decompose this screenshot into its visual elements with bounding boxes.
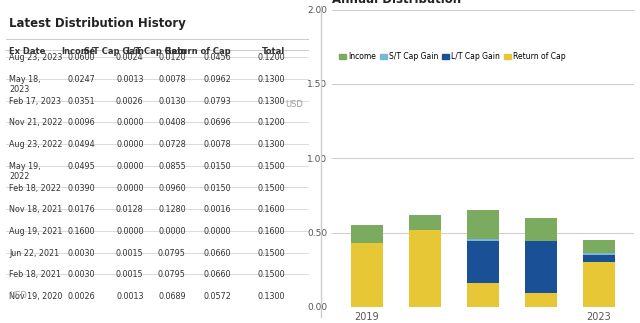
- Text: 0.0130: 0.0130: [158, 97, 186, 106]
- Text: 0.0016: 0.0016: [204, 205, 231, 214]
- Text: 0.0024: 0.0024: [116, 53, 143, 62]
- Text: 0.1280: 0.1280: [158, 205, 186, 214]
- Text: Nov 18, 2021: Nov 18, 2021: [10, 205, 63, 214]
- Text: 0.0078: 0.0078: [158, 75, 186, 84]
- Bar: [467, 238, 499, 242]
- Text: 0.0128: 0.0128: [116, 205, 143, 214]
- Text: L/T Cap Gain: L/T Cap Gain: [127, 47, 186, 56]
- Text: 0.0351: 0.0351: [68, 97, 95, 106]
- Text: Aug 23, 2023: Aug 23, 2023: [10, 53, 63, 62]
- Text: 0.1500: 0.1500: [258, 162, 285, 171]
- Text: 0.1500: 0.1500: [258, 183, 285, 193]
- Text: 0.0600: 0.0600: [68, 53, 95, 62]
- Text: 0.0495: 0.0495: [68, 162, 95, 171]
- Text: 0.0000: 0.0000: [116, 227, 143, 236]
- Text: Feb 18, 2022: Feb 18, 2022: [10, 183, 61, 193]
- Text: 0.1600: 0.1600: [258, 205, 285, 214]
- Text: Nov 21, 2022: Nov 21, 2022: [10, 119, 63, 128]
- Text: 0.0013: 0.0013: [116, 292, 143, 301]
- Text: 0.0795: 0.0795: [158, 270, 186, 279]
- Bar: [409, 215, 441, 230]
- Text: 0.0408: 0.0408: [158, 119, 186, 128]
- Text: 0.0000: 0.0000: [116, 183, 143, 193]
- Text: 0.0150: 0.0150: [204, 183, 231, 193]
- Bar: [583, 240, 615, 253]
- Text: USD: USD: [10, 291, 28, 300]
- Text: 0.0795: 0.0795: [158, 249, 186, 258]
- Text: 0.0855: 0.0855: [158, 162, 186, 171]
- Bar: [583, 262, 615, 307]
- Bar: [467, 283, 499, 307]
- Bar: [467, 210, 499, 238]
- Text: May 18,
2023: May 18, 2023: [10, 75, 41, 94]
- Text: 0.0015: 0.0015: [116, 249, 143, 258]
- Text: 0.0696: 0.0696: [204, 119, 231, 128]
- Text: 0.0096: 0.0096: [68, 119, 95, 128]
- Text: Ex Date: Ex Date: [10, 47, 46, 56]
- Text: 0.1300: 0.1300: [258, 292, 285, 301]
- Text: 0.0030: 0.0030: [68, 270, 95, 279]
- Text: 0.0572: 0.0572: [203, 292, 231, 301]
- Text: 0.0150: 0.0150: [204, 162, 231, 171]
- Text: Annual Distribution: Annual Distribution: [332, 0, 461, 6]
- Text: Return of Cap: Return of Cap: [165, 47, 231, 56]
- Bar: [525, 242, 557, 294]
- Text: 0.0660: 0.0660: [204, 270, 231, 279]
- Text: 0.0689: 0.0689: [158, 292, 186, 301]
- Text: 0.1300: 0.1300: [258, 75, 285, 84]
- Text: 0.0494: 0.0494: [68, 140, 95, 149]
- Text: 0.1200: 0.1200: [258, 53, 285, 62]
- Text: 0.0026: 0.0026: [116, 97, 143, 106]
- Bar: [525, 218, 557, 242]
- Text: USD: USD: [285, 100, 303, 109]
- Text: 0.0390: 0.0390: [68, 183, 95, 193]
- Text: 0.0176: 0.0176: [68, 205, 95, 214]
- Text: 0.0793: 0.0793: [204, 97, 231, 106]
- Text: 0.0026: 0.0026: [68, 292, 95, 301]
- Bar: [583, 255, 615, 262]
- Text: 0.0000: 0.0000: [116, 162, 143, 171]
- Text: Aug 19, 2021: Aug 19, 2021: [10, 227, 63, 236]
- Bar: [583, 253, 615, 255]
- Text: 0.0247: 0.0247: [68, 75, 95, 84]
- Text: 0.1600: 0.1600: [68, 227, 95, 236]
- Text: S/T Cap Gain: S/T Cap Gain: [84, 47, 143, 56]
- Text: 0.1500: 0.1500: [258, 270, 285, 279]
- Text: 0.0015: 0.0015: [116, 270, 143, 279]
- Text: 0.0000: 0.0000: [116, 140, 143, 149]
- Text: Feb 18, 2021: Feb 18, 2021: [10, 270, 61, 279]
- Bar: [351, 243, 383, 307]
- Text: 0.1500: 0.1500: [258, 249, 285, 258]
- Bar: [409, 230, 441, 307]
- Text: 0.0456: 0.0456: [204, 53, 231, 62]
- Legend: Income, S/T Cap Gain, L/T Cap Gain, Return of Cap: Income, S/T Cap Gain, L/T Cap Gain, Retu…: [336, 49, 569, 64]
- Text: 0.0030: 0.0030: [68, 249, 95, 258]
- Bar: [351, 225, 383, 243]
- Text: Aug 23, 2022: Aug 23, 2022: [10, 140, 63, 149]
- Text: 0.0960: 0.0960: [158, 183, 186, 193]
- Text: Income: Income: [61, 47, 95, 56]
- Text: 0.0120: 0.0120: [158, 53, 186, 62]
- Text: Feb 17, 2023: Feb 17, 2023: [10, 97, 61, 106]
- Text: 0.0000: 0.0000: [158, 227, 186, 236]
- Text: Latest Distribution History: Latest Distribution History: [10, 17, 186, 30]
- Text: Total: Total: [262, 47, 285, 56]
- Text: Jun 22, 2021: Jun 22, 2021: [10, 249, 60, 258]
- Bar: [525, 294, 557, 307]
- Text: 0.0000: 0.0000: [116, 119, 143, 128]
- Text: 0.0728: 0.0728: [158, 140, 186, 149]
- Text: 0.1600: 0.1600: [258, 227, 285, 236]
- Text: 0.0078: 0.0078: [204, 140, 231, 149]
- Text: 0.0962: 0.0962: [204, 75, 231, 84]
- Text: 0.0660: 0.0660: [204, 249, 231, 258]
- Text: 0.1200: 0.1200: [258, 119, 285, 128]
- Text: Nov 19, 2020: Nov 19, 2020: [10, 292, 63, 301]
- Text: 0.1300: 0.1300: [258, 97, 285, 106]
- Text: 0.0013: 0.0013: [116, 75, 143, 84]
- Text: 0.1300: 0.1300: [258, 140, 285, 149]
- Text: May 19,
2022: May 19, 2022: [10, 162, 41, 181]
- Bar: [467, 242, 499, 283]
- Text: 0.0000: 0.0000: [204, 227, 231, 236]
